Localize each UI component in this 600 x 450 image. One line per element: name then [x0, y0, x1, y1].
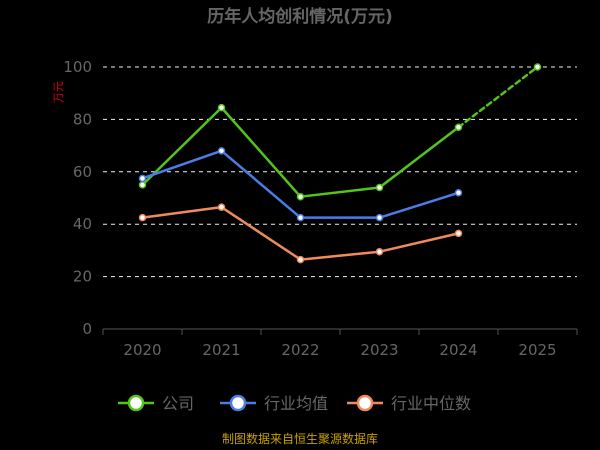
chart-title: 历年人均创利情况(万元): [207, 6, 393, 27]
legend-marker: [356, 394, 374, 412]
series-line-segment: [378, 191, 460, 219]
series-line-segment: [141, 106, 223, 187]
data-point[interactable]: [454, 229, 463, 238]
legend-label: 行业均值: [264, 394, 328, 413]
grid-layer: [103, 66, 577, 278]
data-point[interactable]: [217, 103, 226, 112]
series-line-segment: [220, 205, 302, 261]
series-2: [138, 203, 463, 264]
y-tick-label: 40: [73, 215, 92, 233]
data-point[interactable]: [296, 255, 305, 264]
data-source-note: 制图数据来自恒生聚源数据库: [222, 431, 378, 446]
y-axis-unit: 万元: [52, 81, 65, 103]
y-tick-labels: 0 20 40 60 80 100: [63, 58, 92, 338]
y-tick-label: 0: [82, 320, 92, 338]
x-tick-labels: 2020 2021 2022 2023 2024 2025: [123, 341, 556, 359]
data-point[interactable]: [454, 189, 463, 197]
legend-label: 行业中位数: [391, 394, 471, 413]
y-tick-label: 20: [73, 268, 92, 286]
x-axis: [102, 328, 578, 335]
legend-marker: [127, 394, 145, 412]
series-layer: [138, 63, 542, 264]
data-point[interactable]: [375, 213, 384, 222]
data-point[interactable]: [296, 213, 305, 222]
data-point[interactable]: [375, 247, 384, 256]
legend-marker: [229, 394, 247, 412]
x-tick-label: 2023: [360, 341, 398, 359]
series-line-segment: [141, 149, 223, 180]
legend-label: 公司: [162, 394, 194, 413]
series-line-segment: [378, 126, 460, 189]
x-tick-label: 2025: [518, 341, 556, 359]
y-tick-label: 80: [73, 110, 92, 128]
series-line-segment: [220, 106, 302, 198]
data-point[interactable]: [217, 147, 226, 155]
series-line-segment: [457, 65, 539, 129]
data-point[interactable]: [138, 174, 147, 183]
series-0: [138, 63, 542, 201]
legend-item-0[interactable]: 公司: [118, 394, 194, 413]
series-line-segment: [141, 205, 223, 219]
legend[interactable]: 公司 行业均值 行业中位数: [118, 394, 471, 413]
x-tick-label: 2022: [281, 341, 319, 359]
data-point[interactable]: [296, 192, 305, 201]
series-line-segment: [220, 149, 302, 219]
y-tick-label: 60: [73, 163, 92, 181]
series-line-segment: [299, 250, 381, 261]
data-point[interactable]: [533, 63, 542, 71]
data-point[interactable]: [217, 203, 226, 211]
data-point[interactable]: [138, 181, 147, 189]
y-tick-label: 100: [63, 58, 92, 76]
series-1: [138, 147, 463, 222]
legend-item-1[interactable]: 行业均值: [220, 394, 328, 413]
legend-item-2[interactable]: 行业中位数: [347, 394, 471, 413]
x-tick-label: 2024: [439, 341, 477, 359]
data-point[interactable]: [375, 183, 384, 192]
x-tick-label: 2021: [202, 341, 240, 359]
series-line-segment: [378, 232, 460, 253]
data-point[interactable]: [454, 123, 463, 132]
x-tick-label: 2020: [123, 341, 161, 359]
series-line-segment: [299, 186, 381, 198]
data-point[interactable]: [138, 213, 147, 222]
